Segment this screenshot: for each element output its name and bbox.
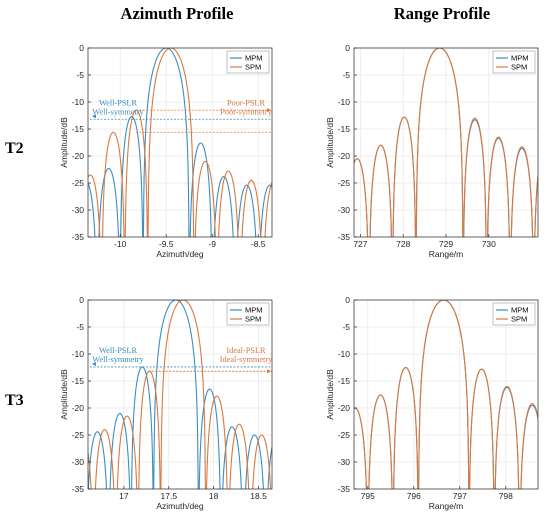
t3-range-chart: 795 796 797 798 0 -5 -10 -15 -20 -25 -30 -35 Range/m…	[325, 295, 539, 511]
x-tick-label: 796	[407, 491, 421, 501]
row-label-t2: T2	[5, 140, 24, 157]
row-label-t3: T3	[5, 392, 24, 409]
y-tick-label: -5	[76, 322, 84, 332]
y-tick-label: -10	[72, 97, 85, 107]
legend-label-mpm: MPM	[245, 306, 263, 315]
axes-box	[87, 299, 273, 490]
azimuth-profile-header: Azimuth Profile	[120, 4, 234, 23]
y-tick-label: -15	[72, 376, 85, 386]
spm-arrow-icon	[267, 369, 271, 374]
series-spm-line	[354, 300, 538, 489]
axes-box	[353, 299, 539, 490]
series-spm-line	[354, 48, 538, 237]
t2-range-series-group	[354, 48, 538, 237]
y-axis-label: Amplitude/dB	[325, 117, 335, 168]
x-tick-label: 728	[396, 239, 410, 249]
y-tick-label: -15	[72, 124, 85, 134]
series-mpm-line	[88, 300, 272, 489]
x-tick-label: 729	[439, 239, 453, 249]
y-tick-label: -35	[72, 232, 85, 242]
x-tick-label: -9.5	[159, 239, 174, 249]
y-tick-label: -35	[338, 232, 351, 242]
series-spm-line	[88, 300, 272, 489]
legend-label-spm: SPM	[511, 315, 527, 324]
spm-annotation-text: Poor-PSLR	[227, 98, 266, 107]
series-mpm-line	[88, 48, 272, 237]
y-tick-label: -30	[338, 205, 351, 215]
y-tick-label: -10	[72, 349, 85, 359]
x-tick-label: 730	[482, 239, 496, 249]
y-tick-label: -20	[338, 151, 351, 161]
series-spm-line	[88, 48, 272, 237]
x-tick-label: 18.5	[250, 491, 267, 501]
y-tick-label: 0	[345, 43, 350, 53]
x-tick-label: -9	[208, 239, 216, 249]
y-tick-label: -25	[72, 430, 85, 440]
mpm-annotation-text: Well-PSLR	[99, 346, 138, 355]
y-tick-label: 0	[79, 43, 84, 53]
x-tick-label: 727	[353, 239, 367, 249]
y-tick-label: -5	[76, 70, 84, 80]
y-tick-label: 0	[79, 295, 84, 305]
y-tick-label: -10	[338, 97, 351, 107]
legend-label-mpm: MPM	[511, 306, 529, 315]
legend-label-mpm: MPM	[245, 54, 263, 63]
y-tick-label: 0	[345, 295, 350, 305]
y-tick-label: -20	[72, 151, 85, 161]
y-tick-label: -25	[338, 178, 351, 188]
y-tick-label: -30	[338, 457, 351, 467]
x-tick-label: 797	[453, 491, 467, 501]
x-tick-label: -8.5	[251, 239, 266, 249]
series-mpm-line	[354, 300, 538, 489]
legend-label-spm: SPM	[511, 63, 527, 72]
t3-range-series-group	[354, 300, 538, 489]
y-axis-label: Amplitude/dB	[59, 369, 69, 420]
y-tick-label: -20	[72, 403, 85, 413]
x-axis-label: Range/m	[429, 501, 464, 511]
x-tick-label: 798	[499, 491, 513, 501]
mpm-arrow-icon	[92, 114, 96, 119]
legend-label-spm: SPM	[245, 63, 261, 72]
y-axis-label: Amplitude/dB	[59, 117, 69, 168]
y-tick-label: -35	[72, 484, 85, 494]
y-tick-label: -30	[72, 205, 85, 215]
spm-annotation-text: Ideal-symmetry	[220, 355, 273, 364]
y-tick-label: -5	[342, 322, 350, 332]
y-tick-label: -25	[72, 178, 85, 188]
mpm-annotation-text: Well-PSLR	[99, 98, 138, 107]
spm-arrow-icon	[267, 108, 271, 113]
y-tick-label: -20	[338, 403, 351, 413]
spm-annotation-text: Ideal-PSLR	[226, 346, 266, 355]
t3-azimuth-series-group	[88, 300, 272, 489]
y-tick-label: -15	[338, 376, 351, 386]
axes-box	[87, 47, 273, 238]
mpm-annotation-text: Well-symmetry	[92, 355, 144, 364]
legend-label-mpm: MPM	[511, 54, 529, 63]
x-tick-label: -10	[114, 239, 127, 249]
spm-annotation-text: Poor-symmetry	[220, 107, 272, 116]
x-tick-label: 18	[209, 491, 219, 501]
y-tick-label: -5	[342, 70, 350, 80]
y-axis-label: Amplitude/dB	[325, 369, 335, 420]
x-tick-label: 795	[361, 491, 375, 501]
x-tick-label: 17	[119, 491, 129, 501]
x-axis-label: Range/m	[429, 249, 464, 259]
y-tick-label: -25	[338, 430, 351, 440]
legend-label-spm: SPM	[245, 315, 261, 324]
y-tick-label: -10	[338, 349, 351, 359]
y-tick-label: -35	[338, 484, 351, 494]
y-tick-label: -30	[72, 457, 85, 467]
mpm-arrow-icon	[92, 361, 96, 366]
t2-range-chart: 727 728 729 730 0 -5 -10 -15 -20 -25 -30 -35 Range/m…	[325, 43, 539, 259]
x-axis-label: Azimuth/deg	[156, 249, 204, 259]
range-profile-header: Range Profile	[393, 4, 491, 23]
y-tick-label: -15	[338, 124, 351, 134]
x-tick-label: 17.5	[161, 491, 178, 501]
t2-azimuth-series-group	[88, 48, 272, 237]
mpm-annotation-text: Well-symmetry	[92, 107, 144, 116]
x-axis-label: Azimuth/deg	[156, 501, 204, 511]
